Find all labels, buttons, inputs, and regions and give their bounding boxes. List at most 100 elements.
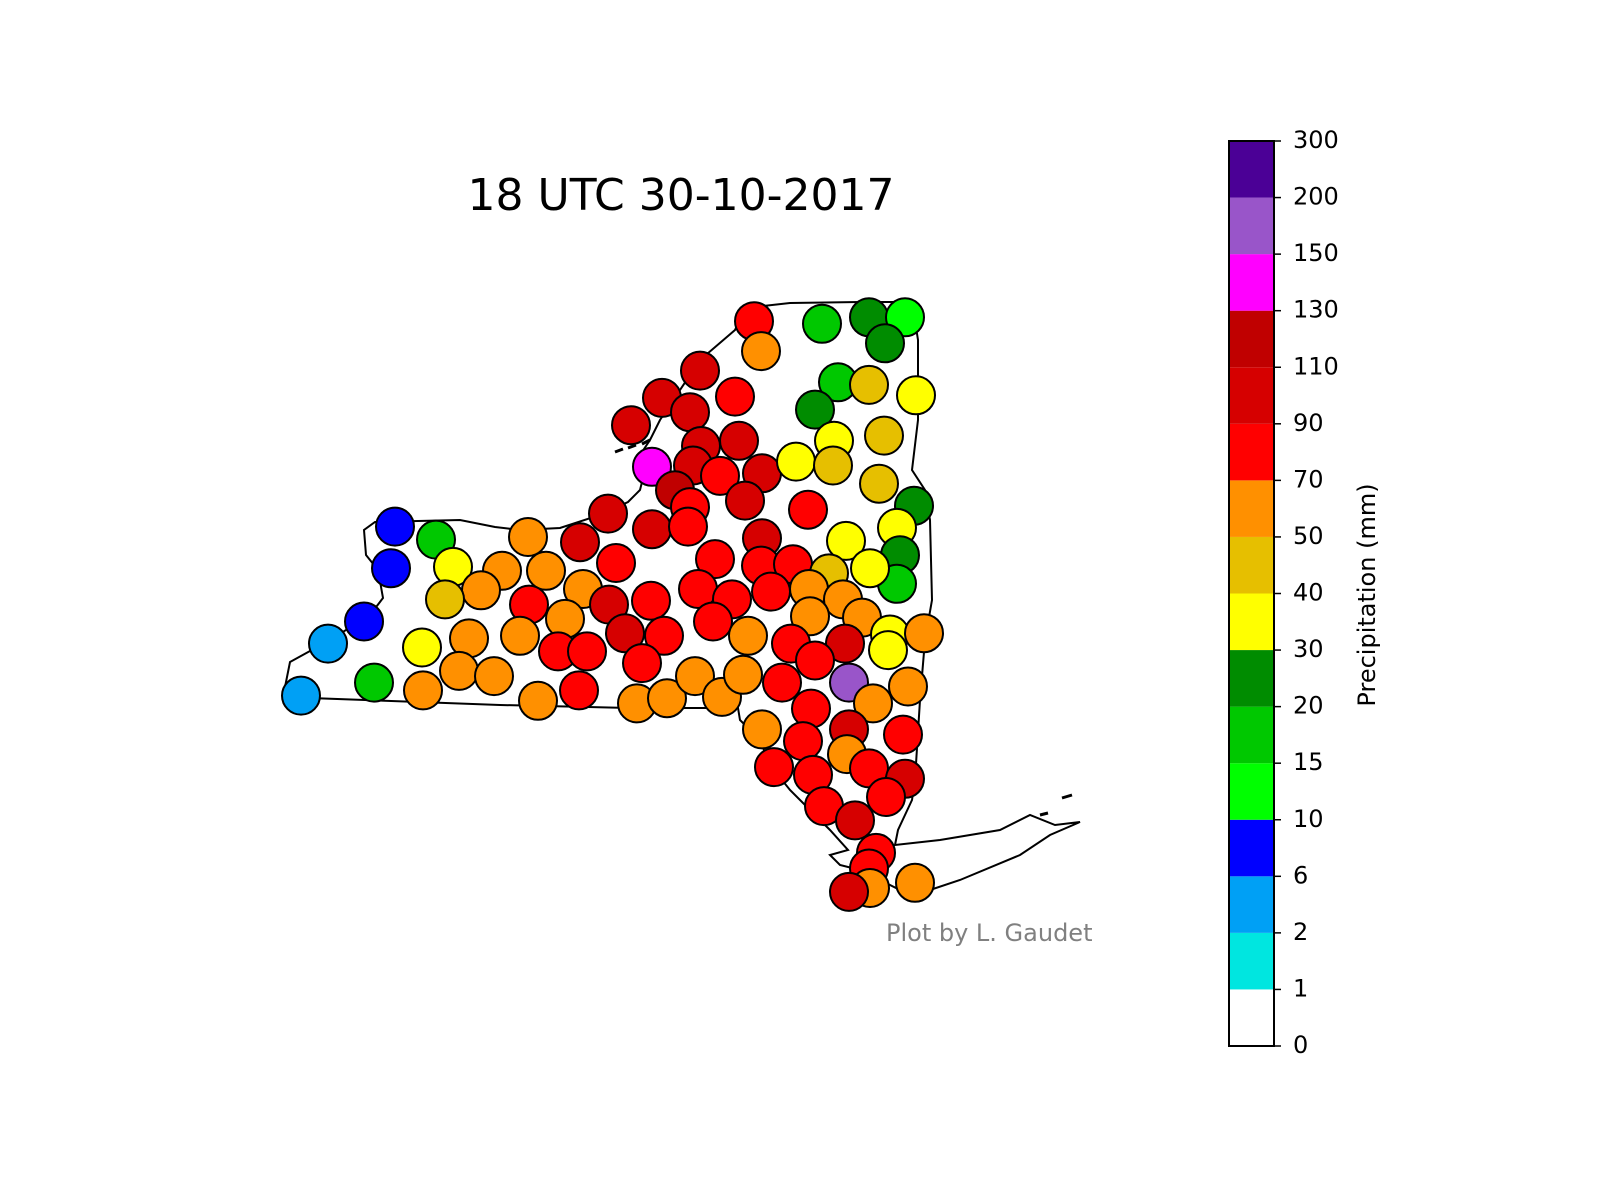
- station: [904, 613, 944, 654]
- station: [439, 650, 479, 691]
- station: [776, 441, 816, 482]
- station: [425, 579, 465, 620]
- islands: [614, 438, 1073, 817]
- colorbar-bin: [1229, 480, 1274, 537]
- station: [754, 747, 794, 788]
- colorbar-bin: [1229, 650, 1274, 707]
- station: [865, 323, 905, 364]
- station: [588, 493, 628, 534]
- map-title: 18 UTC 30-10-2017: [468, 170, 895, 221]
- station: [670, 392, 710, 433]
- station: [795, 640, 835, 681]
- station: [680, 350, 720, 391]
- station: [850, 548, 890, 589]
- station: [375, 506, 415, 547]
- station: [715, 376, 755, 417]
- station: [895, 862, 935, 903]
- colorbar-bin: [1229, 932, 1274, 990]
- station: [826, 520, 866, 561]
- station: [788, 489, 828, 530]
- station: [725, 480, 765, 521]
- station: [500, 615, 540, 656]
- colorbar-tick-label: 70: [1293, 465, 1324, 493]
- station: [354, 662, 394, 703]
- colorbar-tick-label: 50: [1293, 522, 1324, 550]
- colorbar-tick-label: 2: [1293, 918, 1308, 946]
- station: [518, 680, 558, 721]
- station: [647, 678, 687, 719]
- colorbar-label: Precipitation (mm): [1353, 483, 1381, 706]
- colorbar-bin: [1229, 141, 1274, 198]
- colorbar-bin: [1229, 989, 1274, 1046]
- station: [508, 517, 548, 557]
- station: [719, 420, 759, 461]
- station: [474, 656, 514, 697]
- colorbar-bin: [1229, 876, 1274, 933]
- colorbar-bin: [1229, 310, 1274, 368]
- station: [560, 522, 600, 563]
- station: [829, 871, 869, 912]
- station: [308, 623, 348, 664]
- station: [631, 580, 671, 621]
- colorbar-tick-label: 110: [1293, 352, 1339, 380]
- station: [883, 714, 923, 755]
- station: [461, 570, 501, 611]
- colorbar-bin: [1229, 706, 1274, 764]
- station: [859, 463, 899, 504]
- station: [567, 631, 607, 672]
- colorbar-tick-label: 30: [1293, 635, 1324, 663]
- colorbar-bin: [1229, 367, 1274, 424]
- station: [695, 539, 735, 580]
- credit: Plot by L. Gaudet: [886, 919, 1092, 947]
- station: [402, 627, 442, 668]
- colorbar-tick-label: 10: [1293, 805, 1324, 833]
- station: [723, 654, 763, 695]
- colorbar-tick-label: 300: [1293, 126, 1339, 154]
- colorbar-tick-label: 150: [1293, 239, 1339, 267]
- colorbar-tick-label: 0: [1293, 1031, 1308, 1059]
- colorbar-tick-label: 6: [1293, 861, 1308, 889]
- colorbar-bin: [1229, 536, 1274, 594]
- station: [741, 331, 781, 372]
- colorbar-tick-label: 200: [1293, 183, 1339, 211]
- colorbar-bin: [1229, 763, 1274, 820]
- station: [622, 643, 662, 684]
- colorbar-tick-label: 40: [1293, 579, 1324, 607]
- station: [896, 375, 936, 416]
- station: [668, 506, 708, 547]
- colorbar-tick-label: 20: [1293, 692, 1324, 720]
- station: [802, 303, 842, 344]
- station: [371, 548, 411, 589]
- station: [853, 683, 893, 724]
- station: [783, 721, 823, 762]
- state-outline: [281, 301, 1081, 891]
- station: [559, 670, 599, 711]
- colorbar-bin: [1229, 254, 1274, 311]
- colorbar-tick-label: 1: [1293, 974, 1308, 1002]
- station: [751, 571, 791, 612]
- station: [281, 675, 321, 716]
- station: [835, 800, 875, 841]
- station: [596, 543, 636, 583]
- station: [700, 455, 740, 496]
- station: [762, 662, 802, 703]
- station: [344, 601, 384, 642]
- station: [795, 389, 835, 430]
- colorbar-tick-label: 15: [1293, 748, 1324, 776]
- station: [813, 445, 853, 486]
- station: [403, 670, 443, 711]
- station: [632, 509, 672, 550]
- station: [825, 623, 865, 664]
- station: [868, 630, 908, 671]
- station: [611, 405, 651, 446]
- station: [742, 709, 782, 750]
- station: [526, 550, 566, 591]
- colorbar-tick-label: 90: [1293, 409, 1324, 437]
- station: [675, 656, 715, 697]
- station: [605, 613, 645, 654]
- station: [644, 615, 684, 656]
- colorbar-bin: [1229, 593, 1274, 651]
- station: [728, 615, 768, 656]
- colorbar-bin: [1229, 819, 1274, 877]
